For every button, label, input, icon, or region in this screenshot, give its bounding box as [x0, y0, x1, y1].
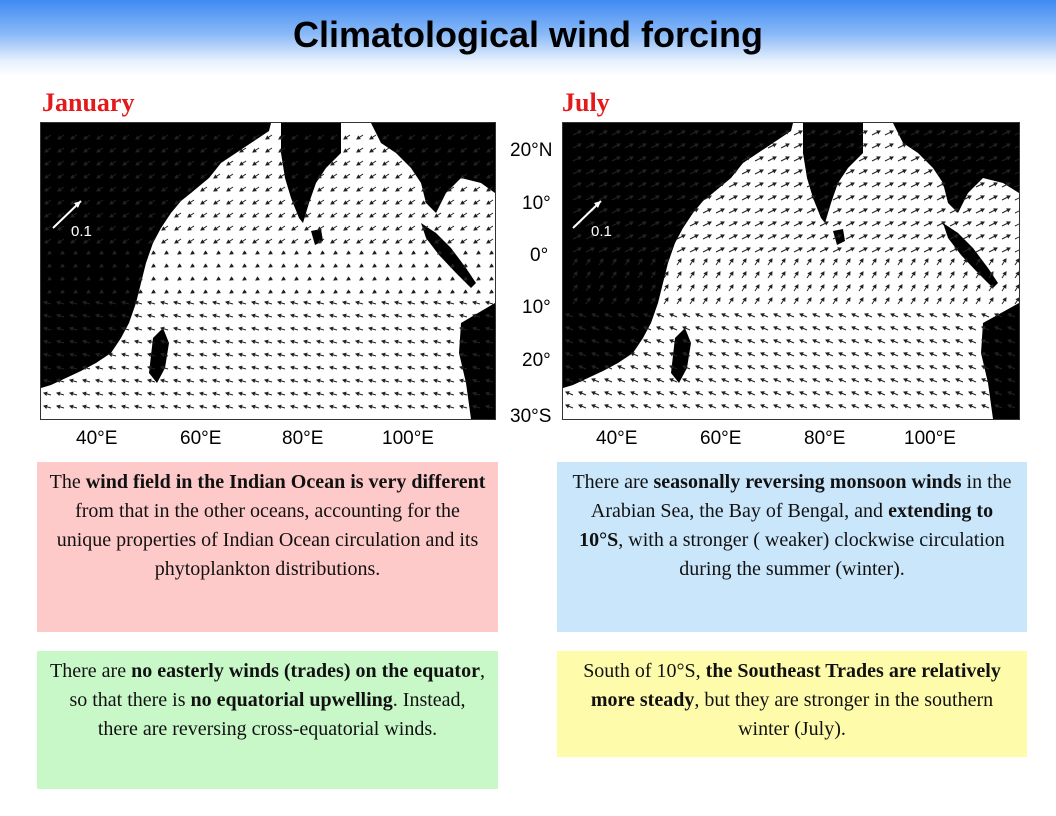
- jan-lon-100e: 100°E: [382, 428, 434, 449]
- text-span: South of 10°S,: [583, 660, 706, 682]
- header-banner: [0, 0, 1056, 76]
- bold-text: wind field in the Indian Ocean is very d…: [85, 471, 486, 493]
- text-span: . Instead, there are reversing cross-equ…: [97, 689, 466, 740]
- january-wind-arrows: [42, 134, 494, 410]
- january-scale-arrow: [52, 200, 82, 229]
- jan-lon-40e: 40°E: [76, 428, 118, 449]
- july-label: July: [562, 88, 610, 117]
- text-span: There are: [50, 660, 132, 682]
- lat-label-10n: 10°: [522, 193, 551, 214]
- text-span: There are: [572, 471, 654, 493]
- bold-text: the Southeast Trades are relatively more…: [590, 660, 1001, 711]
- text-span: from that in the other oceans, accountin…: [56, 500, 479, 580]
- text-span: , with a stronger ( weaker) clockwise ci…: [618, 529, 1005, 580]
- bold-text: no easterly winds (trades) on the equato…: [131, 660, 480, 682]
- july-wind-arrows: [565, 130, 1019, 409]
- jul-lon-80e: 80°E: [804, 428, 846, 449]
- bold-text: seasonally reversing monsoon winds: [653, 471, 962, 493]
- lat-label-30s: 30°S: [510, 406, 552, 427]
- lat-label-20n: 20°N: [510, 140, 553, 161]
- jul-lon-60e: 60°E: [700, 428, 742, 449]
- january-description-box: The wind field in the Indian Ocean is ve…: [37, 462, 498, 632]
- jul-lon-40e: 40°E: [596, 428, 638, 449]
- bold-text: extending to 10°S: [579, 500, 994, 551]
- text-span: , so that there is: [69, 660, 485, 711]
- january-label: January: [42, 88, 135, 117]
- page-title: Climatological wind forcing: [292, 14, 764, 55]
- lat-label-20s: 20°: [522, 350, 551, 371]
- july-scale-arrow: [572, 200, 602, 229]
- january-scale-label: 0.1: [71, 223, 92, 240]
- jan-lon-60e: 60°E: [180, 428, 222, 449]
- july-description-box: There are seasonally reversing monsoon w…: [557, 462, 1027, 632]
- july-scale-label: 0.1: [591, 223, 612, 240]
- equator-winds-box: There are no easterly winds (trades) on …: [37, 651, 498, 789]
- text-span: , but they are stronger in the southern …: [694, 689, 994, 740]
- southeast-trades-box: South of 10°S, the Southeast Trades are …: [557, 651, 1027, 757]
- bold-text: no equatorial upwelling: [190, 689, 393, 711]
- july-wind-map: 0.1: [562, 122, 1020, 420]
- july-map-svg: 0.1: [563, 123, 1019, 419]
- text-span: The: [49, 471, 86, 493]
- jan-lon-80e: 80°E: [282, 428, 324, 449]
- lat-label-10s: 10°: [522, 297, 551, 318]
- january-wind-map: 0.1: [40, 122, 496, 420]
- lat-label-0: 0°: [530, 245, 549, 266]
- jul-lon-100e: 100°E: [904, 428, 956, 449]
- january-map-svg: 0.1: [41, 123, 495, 419]
- text-span: in the Arabian Sea, the Bay of Bengal, a…: [590, 471, 1012, 522]
